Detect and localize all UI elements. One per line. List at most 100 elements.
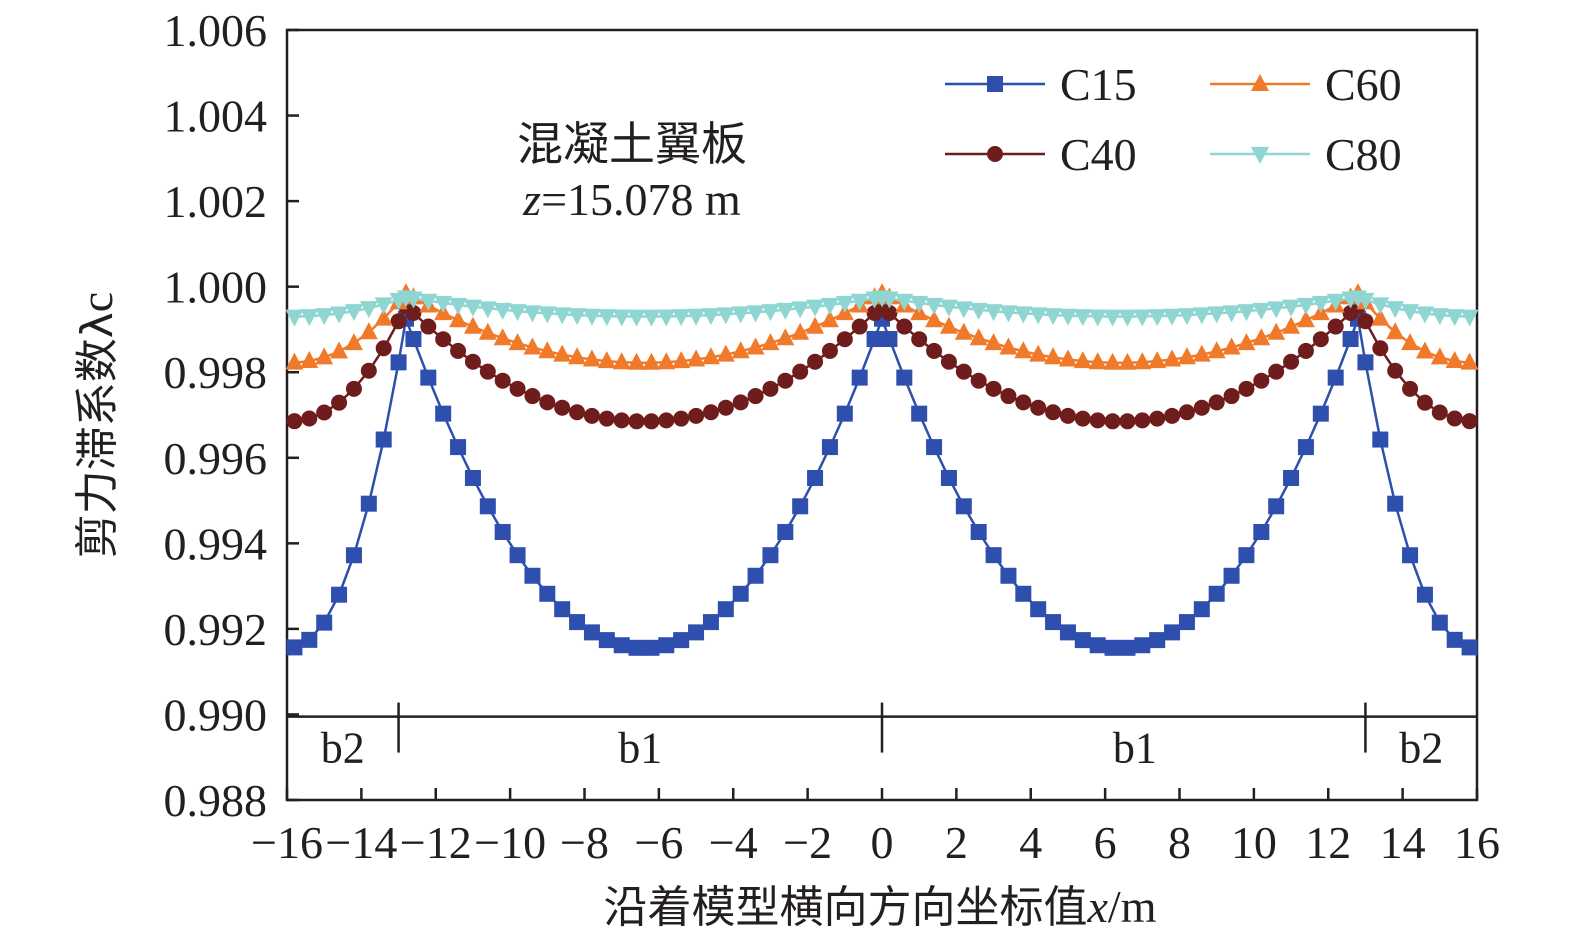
data-point xyxy=(359,322,378,340)
data-point xyxy=(478,322,497,340)
data-point xyxy=(360,362,377,379)
data-point xyxy=(330,306,349,324)
data-point xyxy=(926,439,943,456)
data-point xyxy=(524,388,541,405)
data-point xyxy=(1149,632,1166,649)
data-point xyxy=(673,632,690,649)
data-point xyxy=(628,639,645,656)
data-point xyxy=(1163,308,1182,326)
data-point xyxy=(301,410,318,427)
data-point xyxy=(1430,308,1449,326)
data-point xyxy=(717,601,734,618)
data-point xyxy=(1223,388,1240,405)
data-point xyxy=(1222,305,1241,323)
data-point xyxy=(762,547,779,564)
legend-item-C40: C40 xyxy=(945,129,1137,180)
data-point xyxy=(866,331,883,348)
x-tick-label: −8 xyxy=(560,817,609,868)
data-point xyxy=(374,297,393,315)
data-point xyxy=(687,308,706,326)
data-point xyxy=(345,380,362,397)
y-axis-title: 剪力滞系数λc xyxy=(71,292,123,558)
data-point xyxy=(999,305,1018,323)
data-point xyxy=(300,351,319,369)
region-label: b1 xyxy=(618,724,662,773)
data-point xyxy=(1311,295,1330,313)
data-point xyxy=(910,295,929,313)
data-point xyxy=(658,637,675,654)
data-point xyxy=(1118,352,1137,370)
data-point xyxy=(1326,293,1345,311)
data-point xyxy=(1192,307,1211,325)
data-point xyxy=(1073,351,1092,369)
data-point xyxy=(1431,614,1448,631)
data-point xyxy=(851,318,868,335)
data-point xyxy=(1312,405,1329,422)
data-point xyxy=(1282,316,1301,334)
x-axis-title: 沿着模型横向方向坐标值x/m xyxy=(604,881,1157,933)
data-point xyxy=(1238,547,1255,564)
y-tick-label: 1.002 xyxy=(164,176,268,227)
data-point xyxy=(1000,567,1017,584)
data-point xyxy=(970,372,987,389)
data-point xyxy=(658,412,675,429)
data-point xyxy=(553,307,572,325)
data-point xyxy=(747,388,764,405)
data-point xyxy=(300,309,319,327)
data-point xyxy=(598,410,615,427)
data-point xyxy=(612,309,631,327)
data-point xyxy=(1282,299,1301,317)
data-point xyxy=(420,369,437,386)
data-point xyxy=(806,299,825,317)
data-point xyxy=(464,353,481,370)
data-point xyxy=(627,352,646,370)
data-point xyxy=(657,309,676,327)
data-point xyxy=(1238,380,1255,397)
data-point xyxy=(360,495,377,512)
annotation-line2: z=15.078 m xyxy=(522,174,741,225)
data-point xyxy=(1149,410,1166,427)
data-point xyxy=(582,308,601,326)
x-tick-label: −16 xyxy=(251,817,323,868)
data-point xyxy=(1014,341,1033,359)
data-point xyxy=(717,399,734,416)
legend-item-C15: C15 xyxy=(945,59,1137,110)
data-point xyxy=(628,413,645,430)
data-point xyxy=(554,399,571,416)
data-point xyxy=(1015,585,1032,602)
data-point xyxy=(731,341,750,359)
data-point xyxy=(286,639,303,656)
data-point xyxy=(524,567,541,584)
data-point xyxy=(569,614,586,631)
data-point xyxy=(1207,306,1226,324)
data-point xyxy=(285,352,304,370)
data-point xyxy=(539,394,556,411)
data-point xyxy=(761,333,780,351)
data-point xyxy=(747,567,764,584)
region-label: b2 xyxy=(321,724,365,773)
data-point xyxy=(1045,404,1062,421)
data-point xyxy=(1073,309,1092,327)
legend-item-C80: C80 xyxy=(1210,129,1402,180)
data-point xyxy=(568,347,587,365)
data-point xyxy=(583,624,600,641)
data-point xyxy=(762,380,779,397)
data-point xyxy=(791,322,810,340)
data-point xyxy=(851,369,868,386)
legend-label: C40 xyxy=(1060,129,1137,180)
x-axis-title-unit: /m xyxy=(1108,881,1157,932)
data-point xyxy=(716,344,735,362)
data-point xyxy=(1119,639,1136,656)
data-point xyxy=(1372,431,1389,448)
data-point xyxy=(316,614,333,631)
data-point xyxy=(1208,585,1225,602)
data-point xyxy=(597,309,616,327)
data-point xyxy=(716,307,735,325)
y-tick-label: 0.998 xyxy=(164,347,268,398)
data-point xyxy=(1372,340,1389,357)
data-point xyxy=(807,353,824,370)
legend-label: C60 xyxy=(1325,59,1402,110)
data-point xyxy=(732,394,749,411)
y-tick-label: 0.990 xyxy=(164,689,268,740)
data-point xyxy=(1163,349,1182,367)
